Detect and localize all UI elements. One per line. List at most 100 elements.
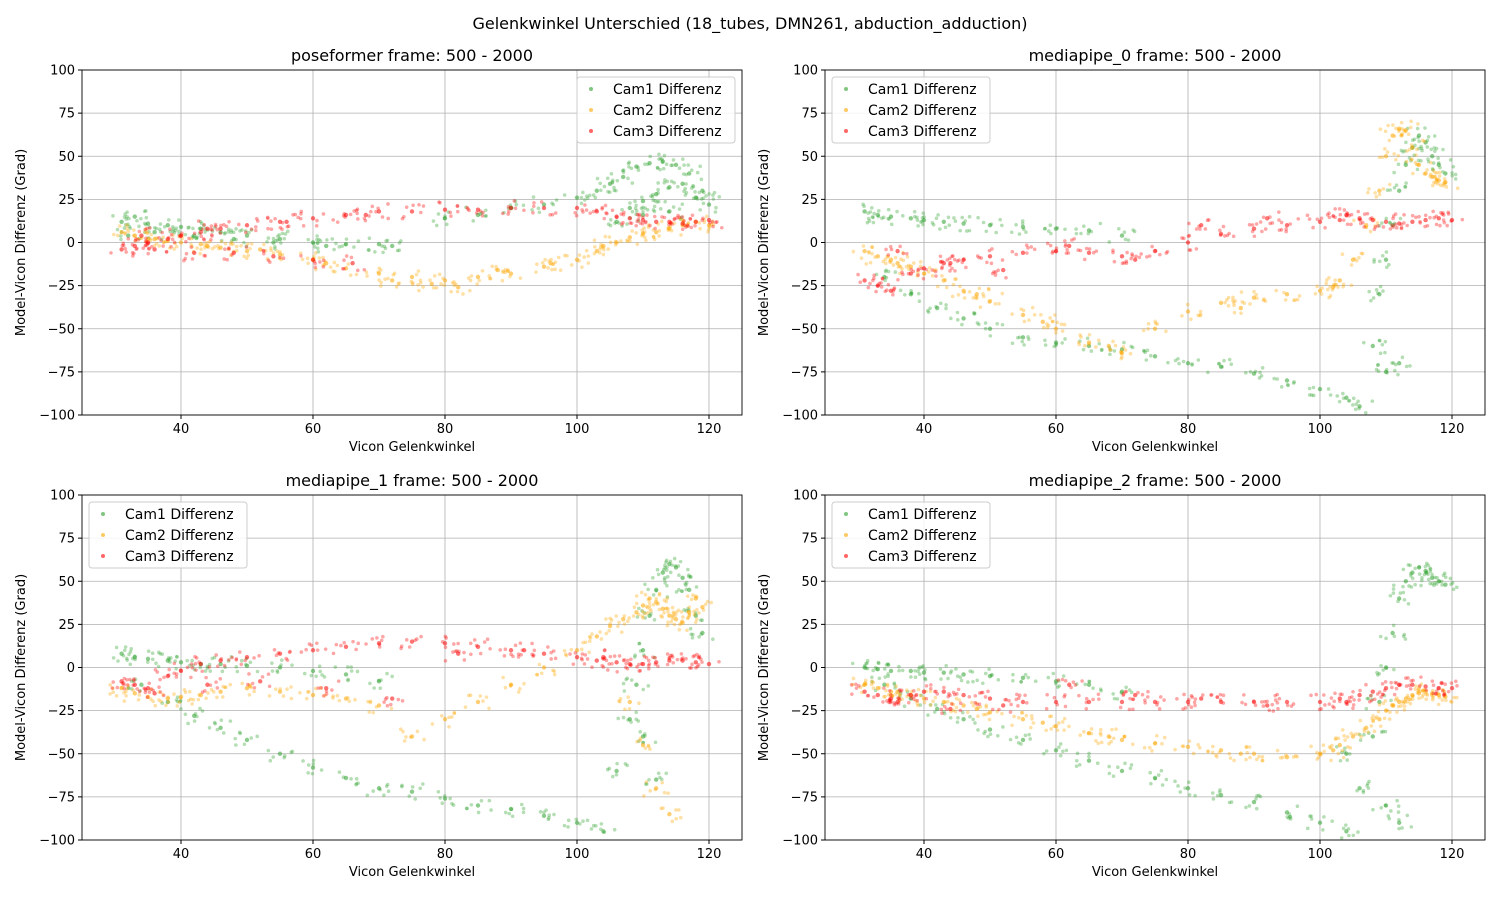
- scatter-point: [1397, 826, 1401, 831]
- scatter-point: [893, 255, 898, 260]
- scatter-point: [583, 640, 588, 645]
- scatter-point: [1420, 578, 1424, 583]
- data-point: [647, 160, 652, 166]
- scatter-point: [1349, 731, 1353, 736]
- scatter-point: [646, 743, 651, 748]
- scatter-point: [214, 224, 218, 229]
- scatter-point: [663, 563, 667, 568]
- scatter-point: [1099, 733, 1103, 737]
- scatter-point: [627, 165, 631, 169]
- scatter-point: [911, 261, 916, 265]
- scatter-point: [667, 655, 672, 660]
- scatter-point: [953, 219, 958, 223]
- scatter-point: [1186, 702, 1191, 707]
- scatter-point: [887, 259, 892, 264]
- data-point: [198, 229, 203, 235]
- scatter-point: [235, 669, 240, 674]
- scatter-point: [608, 223, 613, 228]
- scatter-point: [640, 614, 645, 618]
- scatter-point: [354, 208, 359, 213]
- scatter-point: [1351, 403, 1355, 407]
- scatter-point: [1368, 693, 1373, 698]
- data-point: [1383, 665, 1389, 670]
- scatter-point: [577, 259, 581, 263]
- data-point: [1397, 682, 1402, 687]
- data-point: [508, 682, 514, 687]
- scatter-point: [695, 607, 699, 612]
- scatter-point: [1403, 185, 1408, 189]
- data-point: [961, 257, 966, 262]
- scatter-point: [1348, 752, 1352, 756]
- scatter-point: [550, 201, 554, 206]
- scatter-point: [656, 199, 661, 204]
- scatter-point: [1063, 227, 1067, 232]
- scatter-point: [1262, 297, 1266, 301]
- scatter-point: [1318, 753, 1323, 757]
- scatter-point: [669, 620, 674, 624]
- scatter-point: [1354, 402, 1359, 406]
- scatter-point: [1253, 703, 1258, 707]
- scatter-point: [321, 265, 326, 269]
- scatter-point: [304, 647, 308, 652]
- scatter-point: [670, 655, 675, 659]
- scatter-point: [1069, 685, 1073, 690]
- scatter-point: [951, 282, 956, 287]
- scatter-point: [689, 168, 694, 173]
- scatter-point: [1186, 234, 1191, 238]
- scatter-point: [1119, 351, 1124, 356]
- data-point: [895, 261, 900, 266]
- scatter-point: [1341, 755, 1346, 760]
- scatter-point: [436, 212, 441, 216]
- data-point: [614, 660, 619, 665]
- scatter-point: [1404, 676, 1408, 680]
- scatter-point: [282, 755, 287, 760]
- data-point: [1152, 354, 1158, 359]
- data-point: [1053, 679, 1059, 684]
- scatter-point: [998, 217, 1002, 222]
- scatter-point: [883, 257, 888, 262]
- scatter-point: [547, 816, 551, 820]
- scatter-point: [314, 267, 318, 272]
- scatter-point: [355, 211, 359, 216]
- scatter-point: [637, 701, 641, 706]
- x-tick-label: 80: [1180, 847, 1197, 862]
- scatter-point: [644, 604, 649, 609]
- scatter-point: [1366, 786, 1371, 790]
- scatter-point: [144, 215, 149, 220]
- scatter-point: [354, 781, 359, 786]
- scatter-point: [119, 237, 123, 242]
- scatter-point: [872, 276, 876, 281]
- scatter-point: [247, 672, 251, 676]
- scatter-point: [216, 246, 221, 251]
- scatter-point: [663, 199, 667, 204]
- scatter-point: [912, 697, 916, 702]
- scatter-point: [1409, 157, 1414, 162]
- scatter-point: [237, 650, 242, 654]
- scatter-point: [172, 692, 176, 696]
- scatter-point: [1074, 764, 1079, 768]
- scatter-point: [628, 239, 632, 243]
- scatter-point: [586, 254, 591, 258]
- scatter-point: [1440, 212, 1445, 216]
- scatter-point: [1383, 680, 1388, 684]
- scatter-point: [916, 687, 921, 692]
- scatter-point: [1232, 310, 1237, 315]
- scatter-point: [1293, 298, 1297, 302]
- scatter-point: [896, 265, 901, 269]
- scatter-point: [1291, 381, 1296, 385]
- scatter-point: [886, 663, 891, 667]
- scatter-point: [396, 281, 401, 286]
- scatter-point: [1426, 563, 1431, 568]
- data-point: [244, 248, 250, 254]
- scatter-point: [603, 648, 607, 652]
- scatter-point: [150, 657, 155, 662]
- scatter-point: [349, 665, 354, 669]
- scatter-point: [690, 213, 695, 218]
- scatter-point: [1196, 742, 1200, 747]
- scatter-point: [1391, 623, 1396, 628]
- scatter-point: [1263, 699, 1267, 704]
- scatter-point: [1401, 634, 1406, 639]
- scatter-point: [280, 658, 284, 662]
- scatter-point: [563, 652, 568, 657]
